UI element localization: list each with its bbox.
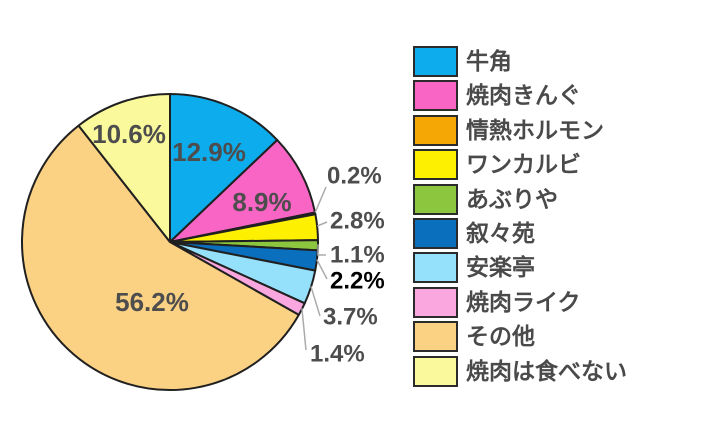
legend-color-swatch (413, 252, 458, 284)
legend-color-swatch (413, 149, 458, 181)
slice-percent-label: 8.9% (232, 187, 291, 217)
legend-label: 焼肉きんぐ (466, 82, 581, 109)
legend-item: その他 (413, 321, 627, 353)
legend-color-swatch (413, 321, 458, 353)
slice-percent-label: 3.7% (323, 304, 378, 331)
legend-label: 情熱ホルモン (466, 116, 604, 143)
legend-item: 安楽亭 (413, 252, 627, 284)
leader-line (314, 186, 327, 213)
slice-percent-label: 1.1% (330, 242, 385, 269)
slice-percent-label: 2.8% (330, 208, 385, 235)
pie-slice (21, 124, 300, 391)
leader-line (310, 286, 321, 317)
legend-item: 焼肉きんぐ (413, 80, 627, 112)
legend-label: 牛角 (466, 48, 512, 74)
legend-item: 焼肉は食べない (413, 355, 627, 387)
legend-label: 焼肉ライク (466, 288, 581, 315)
legend-color-swatch (413, 355, 458, 387)
leader-line (301, 308, 307, 351)
pie-slice (77, 93, 171, 243)
legend-label: あぶりや (466, 185, 558, 212)
slice-percent-label: 12.9% (172, 137, 246, 167)
legend-label: その他 (466, 323, 535, 350)
legend-item: ワンカルビ (413, 149, 627, 181)
legend-item: 情熱ホルモン (413, 114, 627, 146)
slice-percent-label: 56.2% (115, 287, 189, 317)
slice-percent-label: 0.2% (327, 163, 382, 190)
legend-color-swatch (413, 46, 458, 77)
slice-percent-label: 10.6% (92, 119, 166, 149)
legend-item: あぶりや (413, 183, 627, 215)
legend-item: 牛角 (413, 46, 627, 77)
legend-color-swatch (413, 286, 458, 318)
pie-slice (169, 93, 279, 243)
legend-label: ワンカルビ (466, 151, 581, 178)
legend-label: 安楽亭 (466, 254, 535, 281)
legend-item: 焼肉ライク (413, 286, 627, 318)
legend-item: 叙々苑 (413, 217, 627, 249)
leader-line (316, 259, 328, 280)
legend-color-swatch (413, 114, 458, 146)
slice-percent-label: 2.2% (330, 268, 385, 295)
leader-line (317, 244, 326, 256)
chart-legend: 牛角焼肉きんぐ情熱ホルモン ワンカルビあぶりや叙々苑安楽亭焼肉ライクその他焼肉は食… (413, 46, 627, 390)
legend-color-swatch (413, 80, 458, 112)
leader-line (317, 221, 328, 227)
legend-color-swatch (413, 183, 458, 215)
pie-slice (169, 139, 317, 243)
slice-percent-label: 1.4% (310, 341, 365, 368)
legend-label: 叙々苑 (466, 219, 535, 246)
legend-color-swatch (413, 217, 458, 249)
legend-label: 焼肉は食べない (466, 357, 627, 384)
